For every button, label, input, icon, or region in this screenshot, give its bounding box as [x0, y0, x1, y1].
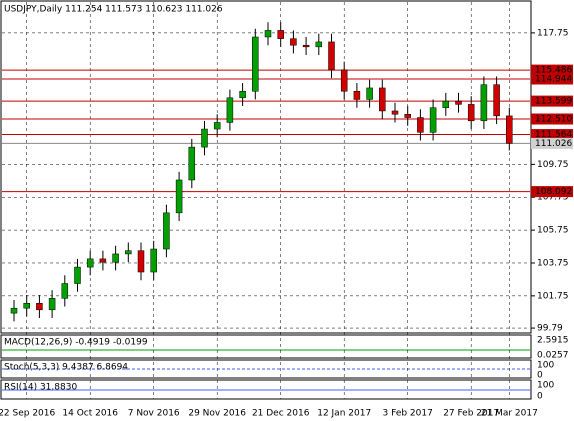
candle-body: [417, 117, 424, 133]
chart-title: USDJPY,Daily 111.254 111.573 110.623 111…: [4, 5, 223, 15]
candle-body: [163, 212, 170, 250]
y-tick-label: 105.75: [537, 226, 569, 236]
panel-scale-label: 100: [537, 381, 554, 391]
level-tag: [531, 64, 573, 76]
y-tick-label: 99.79: [537, 324, 563, 334]
panel-scale-label: 0: [537, 392, 543, 402]
level-label: 112.510: [535, 115, 572, 125]
candle-body: [239, 90, 246, 99]
candle-body: [391, 110, 399, 115]
candle-body: [277, 30, 284, 39]
candle-body: [252, 36, 259, 92]
candle-body: [150, 248, 157, 273]
candle-body: [366, 87, 373, 100]
candle-body: [201, 128, 208, 148]
candle-body: [86, 258, 94, 268]
panel-label: Stoch(5,3,3) 9.4387 6.8694: [4, 363, 128, 373]
x-tick-label: 3 Feb 2017: [383, 409, 433, 419]
y-tick-label: 117.75: [537, 28, 569, 38]
candle-body: [10, 307, 18, 314]
candle-body: [99, 258, 107, 263]
level-tag: [531, 186, 573, 198]
candle-body: [480, 84, 488, 122]
panel-scale-label: 0: [537, 371, 543, 381]
x-tick-label: 21 Mar 2017: [481, 409, 538, 419]
candle-body: [493, 84, 500, 117]
candle-body: [36, 303, 43, 311]
x-tick-label: 27 Feb 2017: [443, 409, 499, 419]
candle-body: [125, 250, 132, 255]
panel-scale-label: 2.5915: [537, 336, 569, 346]
x-tick-label: 14 Oct 2016: [62, 409, 118, 419]
candle-body: [226, 97, 234, 123]
panel-label: MACD(12,26,9) -0.4919 -0.0199: [4, 338, 148, 348]
level-label: 113.599: [535, 97, 572, 107]
candle-body: [429, 107, 437, 133]
candle-body: [467, 104, 475, 122]
candle-body: [213, 122, 221, 130]
rsi-frame: [0, 379, 532, 400]
level-label: 115.486: [535, 66, 572, 76]
candle-body: [302, 44, 310, 48]
candle-body: [137, 250, 145, 273]
level-tag: [531, 113, 573, 125]
main-frame: [0, 0, 532, 334]
y-tick-label: 109.75: [537, 160, 569, 170]
candle-body: [455, 100, 462, 105]
level-label: 108.092: [535, 187, 572, 197]
x-tick-label: 12 Jan 2017: [317, 409, 371, 419]
candle-body: [290, 38, 297, 46]
candle-body: [188, 146, 196, 181]
level-label: 111.026: [535, 139, 572, 149]
candle-body: [506, 115, 513, 144]
candle-body: [112, 253, 119, 263]
candle-body: [175, 179, 183, 214]
candle-body: [353, 90, 361, 100]
x-tick-label: 29 Nov 2016: [188, 409, 246, 419]
level-tag: [531, 137, 573, 149]
x-tick-label: 7 Nov 2016: [128, 409, 180, 419]
candle-body: [23, 303, 30, 309]
panel-scale-label: 0.0257: [537, 351, 569, 361]
y-tick-label: 101.75: [537, 291, 569, 301]
x-tick-label: 22 Sep 2016: [0, 409, 55, 419]
level-label: 111.564: [535, 130, 572, 140]
candle-body: [404, 113, 411, 118]
y-tick-label: 107.75: [537, 193, 569, 203]
candle-body: [61, 283, 69, 299]
candle-body: [264, 30, 272, 38]
macd-frame: [0, 334, 532, 359]
stoch-frame: [0, 359, 532, 379]
candle-body: [74, 266, 81, 284]
level-label: 114.944: [535, 75, 572, 85]
panel-label: RSI(14) 31.8830: [4, 383, 77, 393]
candle-body: [328, 41, 335, 71]
candle-body: [442, 100, 450, 108]
y-tick-label: 103.75: [537, 258, 569, 268]
panel-scale-label: 100: [537, 361, 554, 371]
x-tick-label: 21 Dec 2016: [252, 409, 310, 419]
candle-body: [48, 298, 56, 311]
level-tag: [531, 95, 573, 107]
candle-body: [379, 87, 386, 112]
level-tag: [531, 129, 573, 141]
candle-body: [340, 69, 348, 92]
candle-body: [315, 41, 323, 48]
level-tag: [531, 73, 573, 85]
